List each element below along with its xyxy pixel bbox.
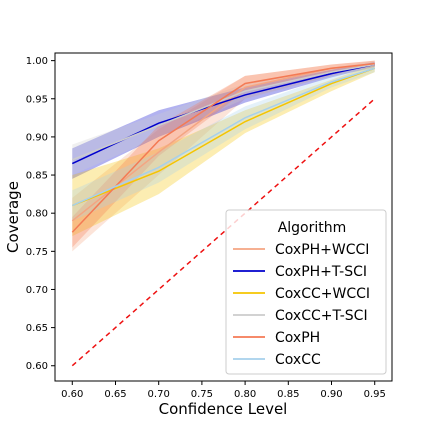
legend-label-coxph: CoxPH <box>275 330 320 346</box>
line-coxcc-t-sci <box>72 63 375 161</box>
x-axis-label: Confidence Level <box>159 400 288 418</box>
y-tick-label: 0.70 <box>26 285 48 296</box>
y-axis-label: Coverage <box>4 181 22 253</box>
x-tick-label: 0.85 <box>277 389 299 400</box>
legend-label-coxcc-t-sci: CoxCC+T-SCI <box>275 308 368 324</box>
legend-label-coxcc: CoxCC <box>275 352 321 368</box>
band-coxph-t-sci <box>72 62 375 179</box>
band-coxcc-wcci <box>72 64 375 237</box>
legend-label-coxph-t-sci: CoxPH+T-SCI <box>275 264 367 280</box>
x-tick-label: 0.70 <box>148 389 170 400</box>
band-coxph-wcci <box>72 60 375 252</box>
line-coxcc-wcci <box>72 67 375 207</box>
legend-box <box>225 209 387 375</box>
line-coxcc <box>71 67 375 207</box>
series-lines <box>71 62 375 233</box>
x-tick-label: 0.95 <box>364 389 386 400</box>
x-tick-label: 0.60 <box>61 389 83 400</box>
band-coxcc <box>72 64 375 221</box>
y-tick-label: 0.75 <box>26 247 48 258</box>
legend-title: Algorithm <box>278 220 347 236</box>
legend: Algorithm CoxPH+WCCI CoxPH+T-SCI CoxCC+WCC… <box>225 209 387 375</box>
y-tick-label: 1.00 <box>26 56 48 67</box>
x-axis-ticks: 0.60 0.65 0.70 0.75 0.80 0.85 0.90 0.95 <box>61 381 386 400</box>
reference-line <box>71 98 376 367</box>
y-tick-label: 0.85 <box>26 171 48 182</box>
reference-line-group <box>71 98 376 367</box>
y-tick-label: 0.90 <box>26 132 48 143</box>
y-tick-label: 0.95 <box>26 94 48 105</box>
legend-label-coxph-wcci: CoxPH+WCCI <box>275 242 369 258</box>
x-tick-label: 0.80 <box>234 389 256 400</box>
line-coxph <box>71 62 375 233</box>
band-coxcc-t-sci <box>72 60 375 176</box>
y-tick-label: 0.60 <box>26 361 48 372</box>
legend-label-coxcc-wcci: CoxCC+WCCI <box>275 286 370 302</box>
legend-items: CoxPH+WCCI CoxPH+T-SCI CoxCC+WCCI CoxCC+T-S… <box>233 242 370 368</box>
y-axis-ticks: 0.60 0.65 0.70 0.75 0.80 0.85 0.90 0.95 1.00 <box>26 56 55 372</box>
x-tick-label: 0.90 <box>320 389 342 400</box>
plot-frame <box>54 52 393 382</box>
x-tick-label: 0.65 <box>104 389 126 400</box>
y-tick-label: 0.80 <box>26 209 48 220</box>
y-tick-label: 0.65 <box>26 323 48 334</box>
x-tick-label: 0.75 <box>191 389 213 400</box>
